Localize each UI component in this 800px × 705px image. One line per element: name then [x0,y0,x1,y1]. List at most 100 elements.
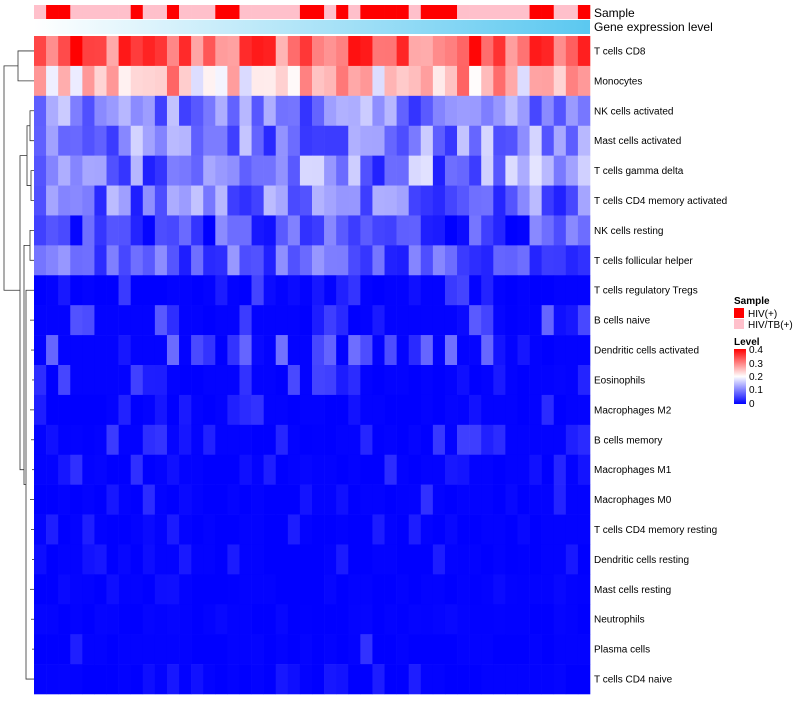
heatmap-cell [227,634,240,665]
heatmap-cell [384,484,397,515]
heatmap-cell [420,245,434,276]
heatmap-cell [493,574,506,605]
heatmap-cell [215,36,228,67]
heatmap-cell [106,664,119,695]
heatmap-cell [444,65,458,97]
heatmap-cell [154,36,168,67]
sample-annotation-cell [372,5,385,19]
heatmap-cell [517,95,530,127]
heatmap-cell [130,365,144,396]
heatmap-cell [493,215,506,246]
heatmap-cell [142,604,156,635]
heatmap-cell [541,664,555,695]
heatmap-cell [299,454,313,485]
heatmap-cell [553,65,567,97]
heatmap-cell [251,275,264,306]
heatmap-cell [336,335,349,366]
heatmap-cell [227,484,240,515]
heatmap-cell [275,185,289,216]
heatmap-cell [227,95,240,127]
heatmap-cell [154,514,168,545]
heatmap-cell [553,604,567,635]
heatmap-cell [179,634,192,665]
heatmap-cell [493,424,506,456]
heatmap-cell [142,335,156,366]
heatmap-cell [312,634,325,665]
heatmap-cell [58,305,71,336]
row-label: T cells CD8 [594,46,646,57]
heatmap-cell [191,365,204,396]
heatmap-cell [565,185,579,216]
heatmap-cell [384,95,397,127]
heatmap-cell [70,424,83,456]
heatmap-cell [287,574,301,605]
heatmap-cell [457,484,470,515]
heatmap-cell [432,125,446,156]
heatmap-cell [166,215,180,246]
heatmap-cell [287,185,301,216]
heatmap-cell [251,634,264,665]
sample-annotation-cell [106,5,119,19]
heatmap-cell [457,275,470,306]
heatmap-cell [227,275,240,306]
heatmap-cell [227,215,240,246]
heatmap-cell [70,125,83,156]
heatmap-cell [142,155,156,186]
heatmap-cell [577,664,591,695]
row-label: Mast cells resting [594,585,671,596]
heatmap-cell [70,634,83,665]
dendrogram-branch [3,65,20,291]
heatmap-cell [239,514,252,545]
heatmap-cell [505,634,518,665]
heatmap-cell [469,275,482,306]
heatmap-cell [179,275,192,306]
heatmap-cell [106,36,119,67]
heatmap-cell [420,215,434,246]
heatmap-cell [130,65,144,97]
heatmap-cell [215,365,228,396]
heatmap-cell [324,95,337,127]
heatmap-cell [82,335,95,366]
heatmap-cell [529,544,542,575]
heatmap-cell [287,275,301,306]
heatmap-cell [517,365,530,396]
heatmap-cell [529,215,542,246]
heatmap-cell [517,185,530,216]
heatmap-cell [493,604,506,635]
heatmap-cell [263,36,277,67]
heatmap-cell [336,215,349,246]
heatmap-cell [432,664,446,695]
heatmap-cell [577,155,591,186]
heatmap-cell [58,604,71,635]
heatmap-cell [263,394,277,426]
heatmap-cell [94,634,107,665]
heatmap-cell [396,365,409,396]
heatmap-cell [239,95,252,127]
heatmap-cell [94,484,107,515]
heatmap-cell [299,275,313,306]
heatmap-cell [529,664,542,695]
heatmap-cell [517,305,530,336]
heatmap-cell [130,95,144,127]
heatmap-cell [384,245,397,276]
heatmap-cell [372,394,385,426]
heatmap-cell [239,335,252,366]
sample-annotation-cell [179,5,192,19]
row-label: Monocytes [594,76,642,87]
heatmap-cell [130,574,144,605]
heatmap-cell [384,335,397,366]
heatmap-cell [372,544,385,575]
heatmap-cell [118,484,131,515]
heatmap-cell [444,125,458,156]
heatmap-cell [360,305,373,336]
heatmap-cell [469,514,482,545]
heatmap-cell [34,664,47,695]
heatmap-cell [384,155,397,186]
heatmap-cell [432,305,446,336]
heatmap-cell [469,245,482,276]
heatmap-cell [142,484,156,515]
heatmap-cell [505,664,518,695]
heatmap-cell [396,36,409,67]
heatmap-cell [191,394,204,426]
heatmap-cell [179,365,192,396]
